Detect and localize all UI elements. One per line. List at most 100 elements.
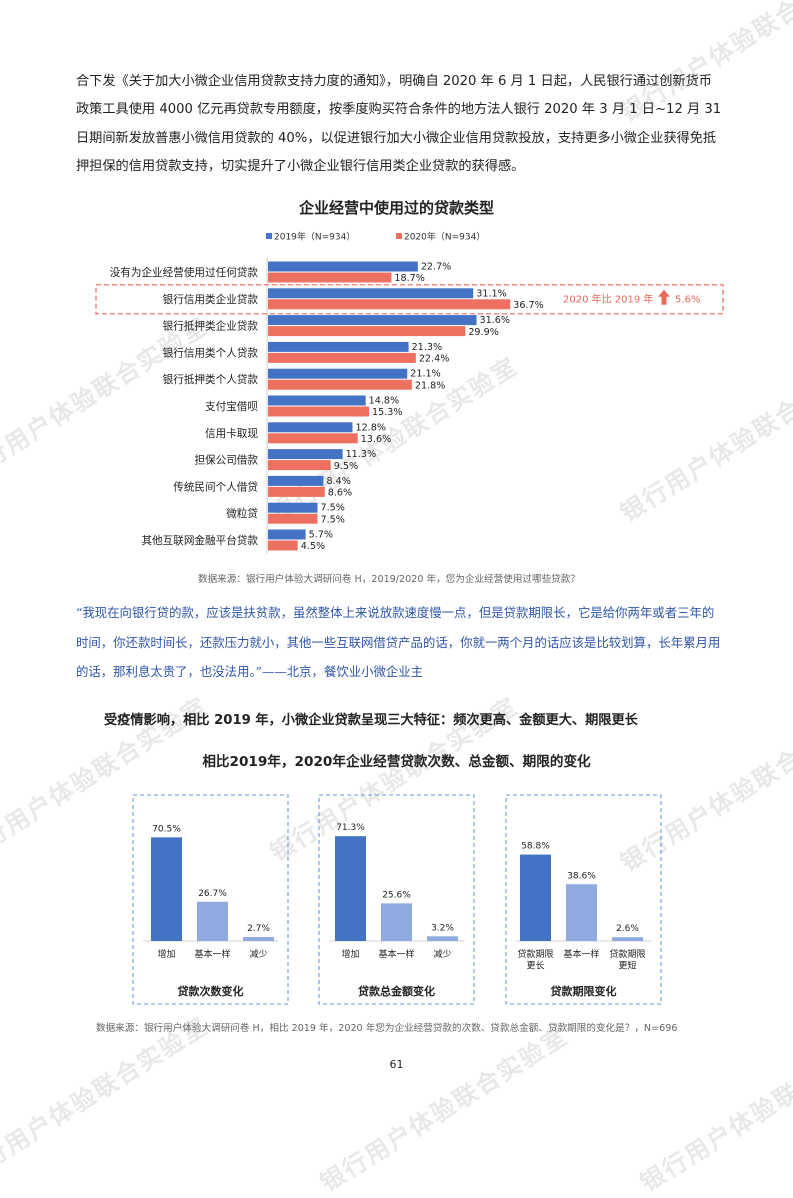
change-value-label: 70.5%: [152, 824, 181, 834]
value-label-2019: 14.8%: [369, 396, 399, 407]
change-value-label: 58.8%: [521, 842, 550, 852]
value-label-2020: 21.8%: [415, 380, 445, 391]
callout-text: 2020 年比 2019 年: [563, 292, 653, 305]
category-label: 没有为企业经营使用过任何贷款: [110, 266, 259, 279]
bar-group: 没有为企业经营使用过任何贷款 22.7%18.7%: [110, 261, 451, 284]
change-category-label: 减少: [249, 948, 267, 960]
category-label: 银行抵押类企业贷款: [163, 320, 259, 333]
change-category-label: 基本一样: [563, 948, 599, 960]
bar-group: 传统民间个人借贷 8.4%8.6%: [173, 475, 352, 499]
change-bar: [335, 836, 366, 941]
chart1-title: 企业经营中使用过的贷款类型: [298, 199, 494, 217]
bar-2020: [268, 379, 412, 390]
change-value-label: 2.6%: [616, 924, 639, 934]
bar-2020: [268, 326, 466, 337]
change-category-label: 贷款期限: [517, 948, 553, 960]
value-label-2020: 29.9%: [468, 327, 498, 338]
bar-2020: [268, 406, 369, 417]
intro-paragraph: 合下发《关于加大小微企业信用贷款支持力度的通知》，明确自 2020 年 6 月 …: [76, 74, 722, 174]
highlight-callout: 2020 年比 2019 年 5.6%: [563, 289, 700, 305]
legend-label-2020: 2020年（N=934）: [404, 231, 485, 243]
bar-2020: [268, 540, 298, 551]
change-category-label: 基本一样: [194, 948, 230, 960]
bar-2019: [268, 529, 306, 540]
dashed-panel-border: [505, 794, 662, 1005]
watermark-text: 银行用户体验联合实验室: [315, 1021, 574, 1198]
bar-2020: [268, 352, 416, 363]
legend-swatch-2019: [266, 233, 272, 239]
bar-2019: [268, 261, 418, 272]
value-label-2019: 21.3%: [412, 342, 442, 353]
change-bar: [243, 937, 274, 941]
value-label-2019: 5.7%: [309, 530, 333, 541]
category-label: 微粒贷: [226, 507, 258, 520]
change-category-label: 更长: [526, 960, 544, 972]
bar-2019: [268, 422, 353, 433]
value-label-2019: 22.7%: [421, 262, 451, 273]
bar-2020: [268, 433, 358, 444]
value-label-2019: 31.1%: [476, 288, 506, 299]
bar-2020: [268, 299, 511, 310]
value-label-2020: 9.5%: [334, 461, 358, 472]
dashed-panel-border: [132, 794, 289, 1005]
bar-2020: [268, 486, 325, 497]
change-bar: [612, 937, 643, 941]
category-label: 银行信用类个人贷款: [163, 346, 259, 359]
page-number: 61: [389, 1058, 404, 1071]
change-value-label: 71.3%: [336, 823, 365, 833]
bar-2019: [268, 502, 318, 513]
bar-2020: [268, 513, 318, 524]
bar-group: 银行信用类个人贷款 21.3%22.4%: [163, 341, 449, 365]
bar-group: 微粒贷 7.5%7.5%: [226, 502, 345, 525]
value-label-2019: 12.8%: [355, 422, 385, 433]
bar-2019: [268, 315, 477, 326]
change-category-label: 更短: [618, 960, 636, 972]
category-label: 其他互联网金融平台贷款: [141, 534, 258, 547]
callout-value: 5.6%: [675, 294, 700, 305]
value-label-2020: 13.6%: [361, 434, 391, 445]
dashed-panel-border: [318, 794, 475, 1005]
bar-group: 其他互联网金融平台贷款 5.7%4.5%: [141, 529, 333, 552]
bar-2019: [268, 288, 474, 299]
value-label-2020: 18.7%: [394, 273, 424, 284]
change-category-label: 增加: [341, 948, 359, 960]
highlight-box: [95, 284, 724, 315]
category-label: 银行信用类企业贷款: [163, 293, 259, 306]
category-label: 信用卡取现: [205, 427, 258, 440]
change-category-label: 增加: [157, 948, 175, 960]
bar-group: 支付宝借呗 14.8%15.3%: [205, 395, 402, 418]
bar-group: 银行抵押类个人贷款 21.1%21.8%: [163, 368, 445, 391]
category-label: 担保公司借款: [194, 454, 258, 467]
bar-2020: [268, 460, 331, 471]
watermark-text: 银行用户体验联合实验室: [0, 1011, 214, 1188]
change-category-label: 贷款期限: [609, 948, 645, 960]
watermark-text: 银行用户体验联合实验室: [635, 1021, 793, 1198]
bar-2019: [268, 449, 343, 460]
value-label-2019: 11.3%: [346, 449, 376, 460]
change-bar: [381, 903, 412, 941]
change-value-label: 2.7%: [247, 924, 270, 934]
category-label: 银行抵押类个人贷款: [163, 373, 259, 386]
bar-group: 银行信用类企业贷款 31.1% 36.7%: [163, 288, 544, 311]
value-label-2020: 15.3%: [372, 407, 402, 418]
category-label: 传统民间个人借贷: [173, 480, 258, 493]
legend-label-2019: 2019年（N=934）: [274, 231, 355, 243]
category-label: 支付宝借呗: [205, 400, 258, 413]
change-value-label: 3.2%: [431, 923, 454, 933]
value-label-2020: 7.5%: [321, 514, 345, 525]
change-value-label: 26.7%: [198, 889, 227, 899]
change-value-label: 25.6%: [382, 890, 411, 900]
change-bar: [151, 837, 182, 941]
value-label-2019: 8.4%: [326, 476, 350, 487]
bar-2019: [268, 475, 324, 486]
value-label-2020: 36.7%: [513, 300, 543, 311]
change-bar: [566, 884, 597, 941]
change-bar: [520, 854, 551, 941]
bar-group: 信用卡取现 12.8%13.6%: [205, 422, 391, 445]
chart1-legend: 2019年（N=934） 2020年（N=934）: [266, 231, 485, 243]
chart1-source-note: 数据来源：银行用户体验大调研问卷 H，2019/2020 年，您为企业经营使用过…: [198, 574, 580, 585]
